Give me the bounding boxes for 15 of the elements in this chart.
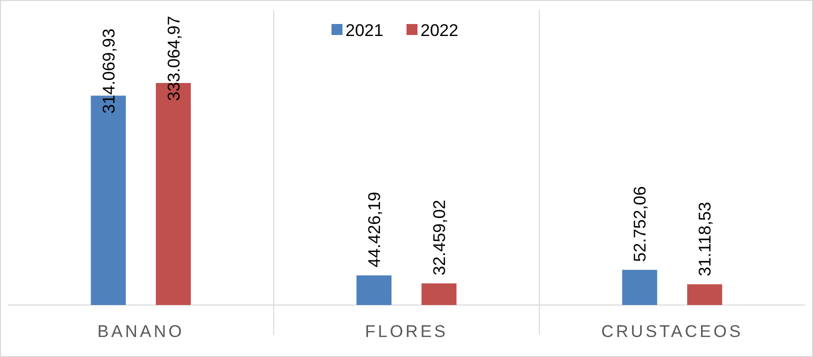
legend-label: 2022: [420, 21, 458, 40]
data-label: 333.064,97: [164, 16, 184, 101]
data-label: 31.118,53: [696, 202, 715, 276]
bar: [622, 270, 658, 305]
legend-label: 2021: [346, 21, 384, 40]
x-tick-label: FLORES: [364, 322, 448, 341]
x-tick-label: CRUSTACEOS: [601, 322, 744, 341]
x-tick-label: BANANO: [97, 322, 184, 341]
data-label: 52.752,06: [630, 186, 650, 262]
data-label: 44.426,19: [365, 192, 384, 268]
bar: [687, 284, 722, 305]
data-label: 314.069,93: [99, 28, 118, 114]
bar: [356, 275, 392, 305]
bar: [422, 283, 456, 305]
data-label: 32.459,02: [430, 200, 449, 276]
